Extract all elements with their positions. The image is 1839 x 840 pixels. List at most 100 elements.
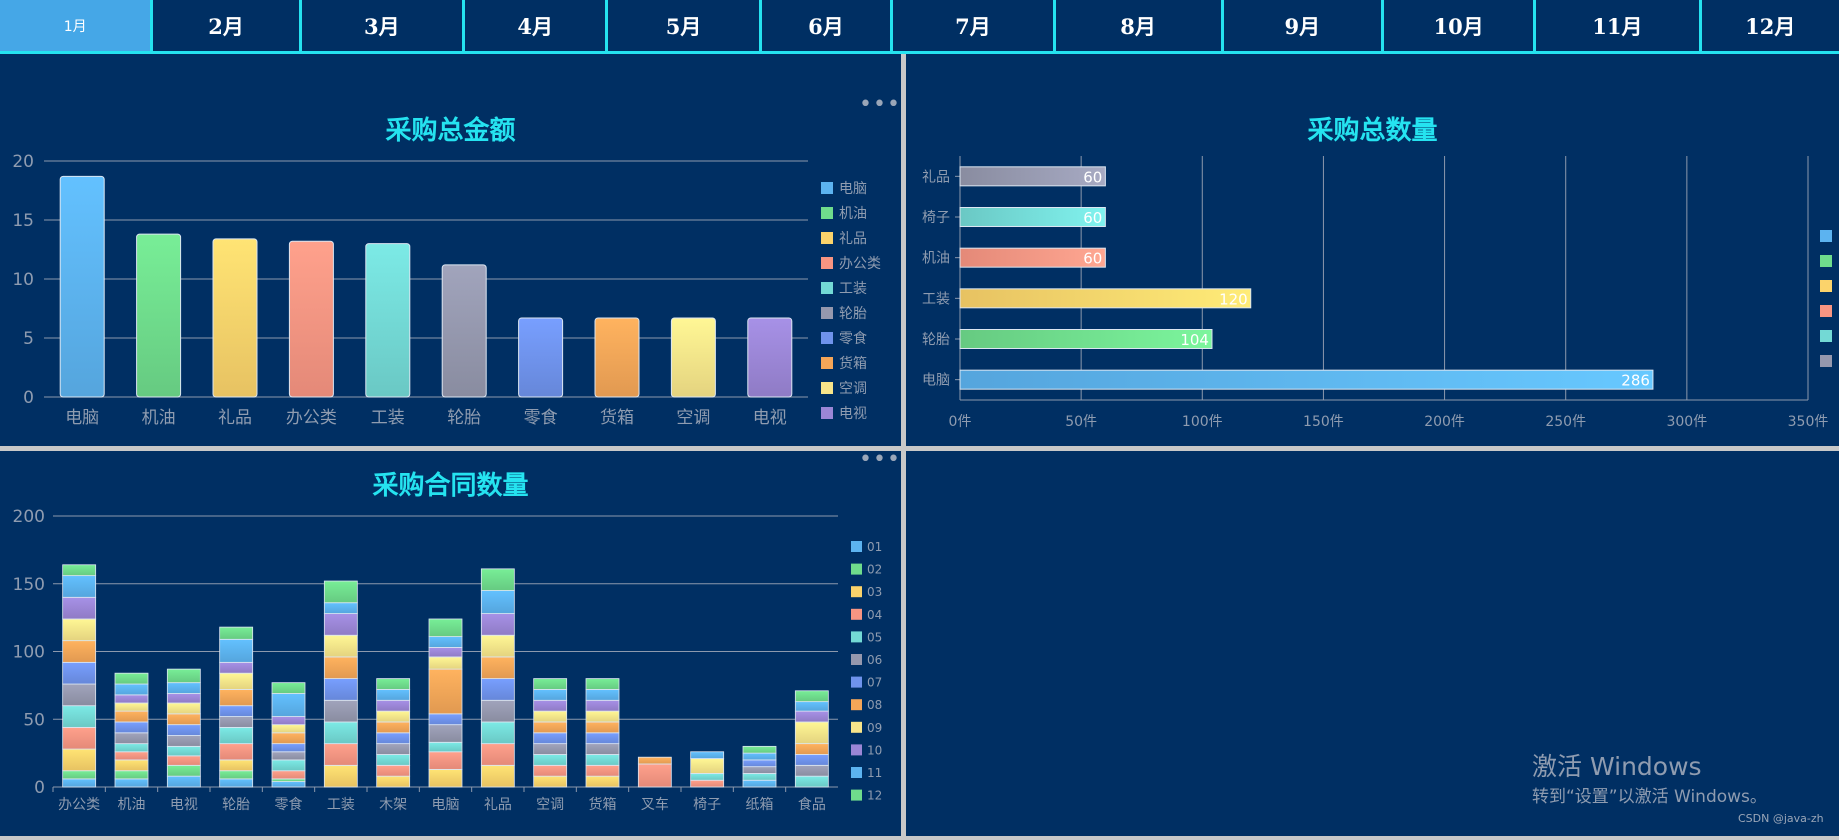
- quantity-bar: [959, 369, 1654, 390]
- contracts-legend-label: 03: [867, 585, 882, 599]
- contracts-bar-segment: [376, 710, 411, 723]
- contracts-bar-segment: [690, 773, 725, 781]
- quantity-bar-label: 60: [1083, 209, 1102, 227]
- contracts-x-tick: 木架: [379, 797, 407, 813]
- contracts-bar-segment: [114, 672, 149, 685]
- tab-month-7[interactable]: 7月: [893, 0, 1056, 51]
- contracts-bar-segment: [428, 741, 463, 753]
- amount-y-tick: 10: [12, 270, 34, 290]
- contracts-bar-segment: [585, 775, 620, 788]
- month-tab-bar: 1月 2月 3月 4月 5月 6月 7月 8月 9月 10月 11月 12月: [0, 0, 1839, 54]
- amount-y-tick: 15: [12, 211, 34, 231]
- contracts-bar-segment: [585, 678, 620, 690]
- tab-month-6[interactable]: 6月: [762, 0, 894, 51]
- tab-month-4[interactable]: 4月: [465, 0, 609, 51]
- contracts-legend-swatch: [851, 721, 862, 733]
- contracts-bar-segment: [533, 775, 568, 788]
- amount-bar: [59, 175, 105, 398]
- amount-legend-label: 办公类: [839, 256, 881, 272]
- contracts-bar-segment: [219, 726, 254, 745]
- contracts-bar-segment: [533, 678, 568, 690]
- amount-legend-swatch: [821, 207, 833, 219]
- contracts-bar-segment: [62, 770, 97, 780]
- contracts-bar-segment: [114, 759, 149, 772]
- contracts-bar-segment: [585, 721, 620, 734]
- contracts-bar-segment: [533, 743, 568, 755]
- quantity-bar: [959, 207, 1106, 227]
- contracts-bar-segment: [585, 710, 620, 723]
- contracts-bar-segment: [219, 626, 254, 640]
- contracts-legend-label: 09: [867, 721, 882, 735]
- amount-x-tick: 零食: [524, 408, 558, 428]
- amount-chart-menu-icon[interactable]: •••: [859, 92, 901, 117]
- quantity-chart-title: 采购总数量: [1307, 116, 1438, 146]
- contracts-legend-label: 06: [867, 653, 882, 667]
- tab-month-2[interactable]: 2月: [153, 0, 302, 51]
- tab-month-11[interactable]: 11月: [1536, 0, 1702, 51]
- amount-x-tick: 礼品: [218, 408, 252, 428]
- amount-y-tick: 0: [23, 388, 34, 408]
- contracts-bar-segment: [62, 726, 97, 750]
- quantity-legend-swatch: [1820, 305, 1832, 317]
- contracts-bar-segment: [219, 638, 254, 663]
- tab-month-3[interactable]: 3月: [302, 0, 465, 51]
- amount-legend-label: 电视: [839, 406, 867, 422]
- quantity-bar: [959, 329, 1213, 349]
- contracts-bar-segment: [323, 634, 358, 658]
- amount-x-tick: 工装: [371, 408, 405, 428]
- contracts-bar-segment: [533, 689, 568, 701]
- amount-bar: [594, 317, 640, 398]
- contracts-bar-segment: [219, 705, 254, 717]
- quantity-x-tick: 0件: [949, 414, 972, 430]
- contracts-bar-segment: [219, 743, 254, 761]
- tab-month-12[interactable]: 12月: [1745, 13, 1796, 39]
- contracts-bar-segment: [62, 618, 97, 642]
- contracts-bar-segment: [323, 699, 358, 723]
- contracts-bar-segment: [114, 778, 149, 788]
- amount-x-tick: 电视: [753, 408, 787, 428]
- contracts-bar-segment: [480, 699, 515, 723]
- quantity-bar-label: 104: [1180, 331, 1209, 349]
- amount-chart-panel: 采购总金额 ••• 0 5 10 15 20 电脑 机油 礼品 办公类 工装 轮胎 零食 货箱 空调 电视电…: [0, 54, 901, 446]
- contracts-bar-segment: [166, 724, 201, 736]
- contracts-bar-segment: [794, 721, 829, 745]
- contracts-x-tick: 轮胎: [222, 797, 250, 813]
- amount-bar: [518, 317, 564, 398]
- contracts-bar-segment: [742, 779, 777, 788]
- contracts-legend-swatch: [851, 608, 862, 620]
- quantity-bar: [959, 166, 1106, 187]
- amount-x-tick: 轮胎: [447, 408, 481, 428]
- contracts-legend-label: 07: [867, 676, 882, 690]
- tab-month-9[interactable]: 9月: [1224, 0, 1384, 51]
- amount-bar: [441, 264, 487, 398]
- contracts-bar-segment: [794, 764, 829, 777]
- contracts-bar-segment: [533, 699, 568, 712]
- contracts-bar-segment: [166, 702, 201, 715]
- contracts-bar-segment: [690, 758, 725, 774]
- contracts-chart-menu-icon[interactable]: •••: [859, 447, 901, 472]
- amount-x-tick: 空调: [676, 408, 710, 428]
- contracts-bar-segment: [480, 634, 515, 658]
- contracts-x-tick: 空调: [536, 797, 564, 813]
- contracts-legend-swatch: [851, 744, 862, 756]
- contracts-bar-segment: [585, 764, 620, 777]
- quantity-x-tick: 350件: [1788, 414, 1829, 430]
- quantity-x-tick: 100件: [1182, 414, 1223, 430]
- tab-month-10[interactable]: 10月: [1384, 0, 1537, 51]
- contracts-bar-segment: [62, 661, 97, 685]
- contracts-bar-segment: [62, 640, 97, 663]
- contracts-bar-segment: [533, 754, 568, 766]
- contracts-bar-segment: [271, 770, 306, 780]
- contracts-bar-segment: [742, 745, 777, 754]
- tab-month-1[interactable]: 1月: [0, 0, 154, 51]
- tab-month-8[interactable]: 8月: [1056, 0, 1224, 51]
- contracts-legend-swatch: [851, 541, 862, 552]
- tab-month-5[interactable]: 5月: [608, 0, 762, 51]
- quantity-bar-label: 120: [1219, 290, 1248, 308]
- quantity-bar-label: 60: [1083, 168, 1102, 186]
- contracts-bar-segment: [428, 713, 463, 726]
- quantity-y-tick: 机油: [922, 251, 950, 267]
- contracts-bar-segment: [376, 721, 411, 734]
- amount-x-tick: 电脑: [65, 408, 99, 428]
- contracts-bar-segment: [428, 636, 463, 648]
